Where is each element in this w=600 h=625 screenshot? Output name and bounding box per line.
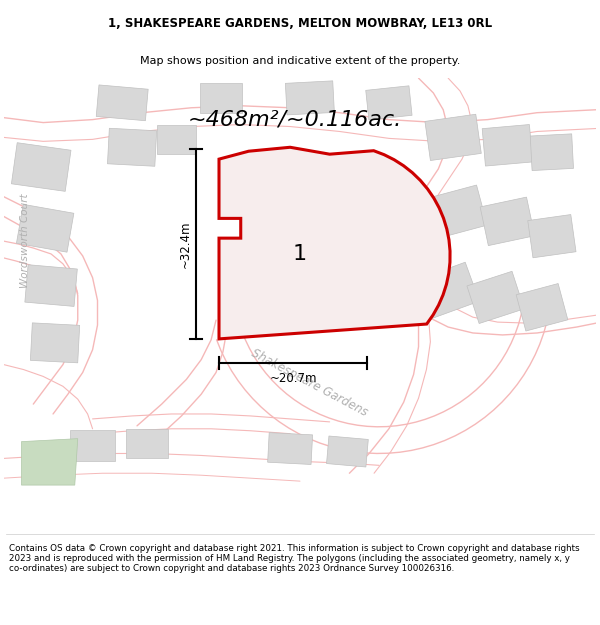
Polygon shape	[200, 83, 242, 112]
Polygon shape	[516, 284, 568, 331]
Polygon shape	[31, 323, 80, 363]
Polygon shape	[429, 185, 487, 238]
Text: 1, SHAKESPEARE GARDENS, MELTON MOWBRAY, LE13 0RL: 1, SHAKESPEARE GARDENS, MELTON MOWBRAY, …	[108, 17, 492, 30]
Polygon shape	[157, 124, 196, 154]
Text: Wordsworth Court: Wordsworth Court	[20, 194, 31, 288]
Polygon shape	[480, 197, 535, 246]
Polygon shape	[126, 429, 167, 458]
Polygon shape	[107, 128, 157, 166]
Text: ~32.4m: ~32.4m	[178, 221, 191, 268]
Polygon shape	[96, 85, 148, 121]
Polygon shape	[530, 134, 574, 171]
Text: Contains OS data © Crown copyright and database right 2021. This information is : Contains OS data © Crown copyright and d…	[9, 544, 580, 573]
Polygon shape	[425, 114, 481, 161]
Polygon shape	[366, 86, 412, 120]
Polygon shape	[268, 432, 313, 464]
Polygon shape	[326, 436, 368, 467]
Polygon shape	[528, 214, 576, 258]
Text: 1: 1	[293, 244, 307, 264]
Polygon shape	[22, 439, 78, 485]
Polygon shape	[219, 148, 450, 339]
Text: Shakespeare Gardens: Shakespeare Gardens	[250, 346, 370, 419]
Polygon shape	[286, 81, 334, 115]
Polygon shape	[417, 262, 479, 319]
Text: Map shows position and indicative extent of the property.: Map shows position and indicative extent…	[140, 56, 460, 66]
Text: ~468m²/~0.116ac.: ~468m²/~0.116ac.	[188, 109, 402, 129]
Polygon shape	[467, 271, 524, 324]
Polygon shape	[70, 430, 115, 461]
Polygon shape	[482, 124, 533, 166]
Polygon shape	[16, 204, 74, 252]
Text: ~20.7m: ~20.7m	[269, 372, 317, 386]
Polygon shape	[25, 265, 77, 306]
Polygon shape	[11, 142, 71, 191]
